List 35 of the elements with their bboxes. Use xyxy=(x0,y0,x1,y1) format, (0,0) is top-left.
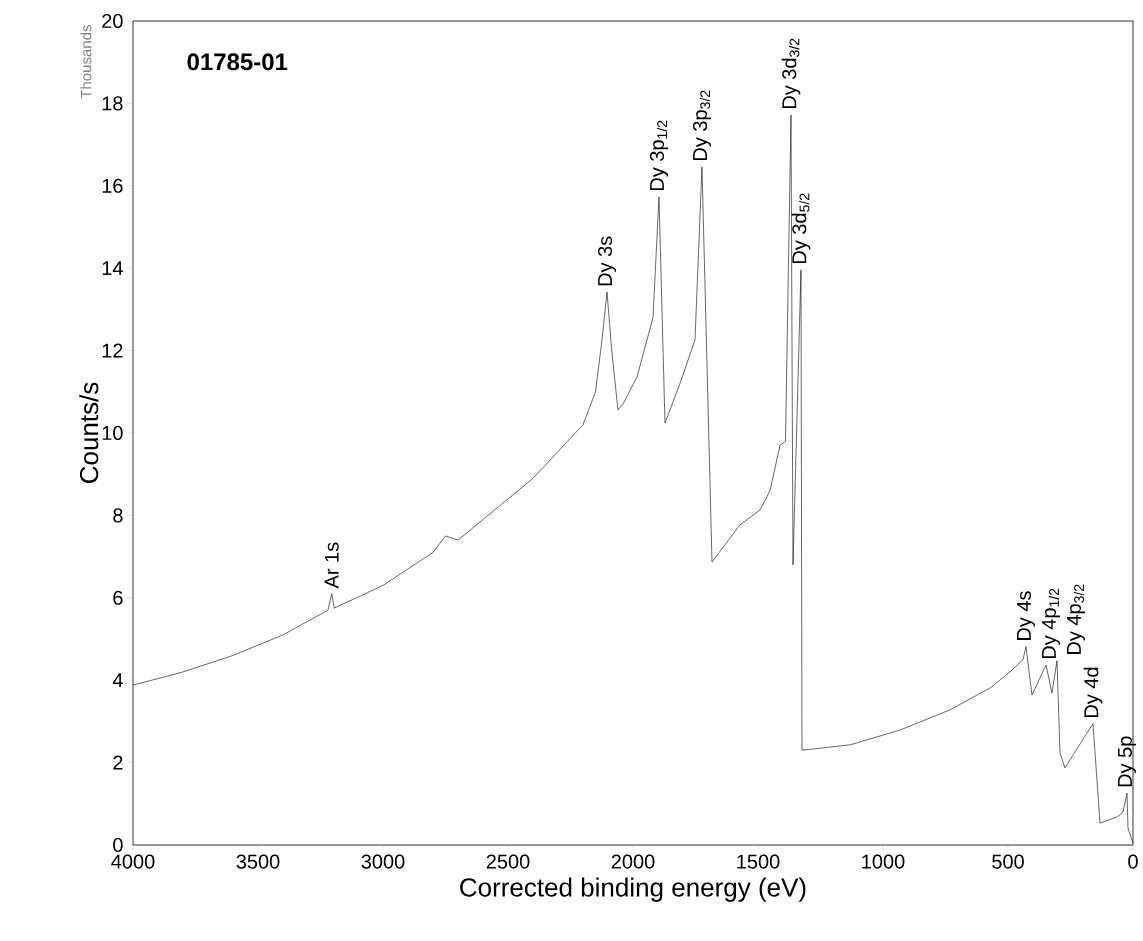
y-tick-label: 12 xyxy=(102,343,123,358)
x-tick-label: 4000 xyxy=(111,854,155,869)
x-tick-label: 500 xyxy=(992,854,1024,869)
y-tick-label: 8 xyxy=(113,508,123,523)
y-tick-label: 6 xyxy=(113,590,123,605)
x-tick-label: 3500 xyxy=(236,854,280,869)
x-tick-label: 1000 xyxy=(862,854,905,869)
x-tick-label: 3000 xyxy=(361,854,405,869)
y-tick-label: 18 xyxy=(102,96,123,111)
text: 01785-01 xyxy=(187,53,288,71)
x-tick-label: 2000 xyxy=(611,854,655,869)
annotation: Dy 5p xyxy=(1118,736,1136,787)
annotation: Dy 3s xyxy=(597,236,617,286)
y-tick-label: 2 xyxy=(113,755,123,770)
annotation: Dy 4d xyxy=(1083,667,1103,718)
annotation: Dy 3d$_{3/2}$ xyxy=(781,38,801,109)
annotation: Dy 4s xyxy=(1017,591,1035,640)
x-tick-label: 0 xyxy=(1128,854,1138,869)
annotation: Dy 3p$_{3/2}$ xyxy=(692,90,712,160)
annotation: Dy 3p$_{1/2}$ xyxy=(649,120,669,191)
y-tick-label: 20 xyxy=(102,13,123,29)
y-tick-label: 16 xyxy=(102,178,123,193)
x-tick-label: 2500 xyxy=(486,854,530,869)
annotation: Ar 1s xyxy=(324,542,339,589)
annotation: Dy 4p$_{3/2}$ xyxy=(1067,584,1085,654)
y-tick-label: 4 xyxy=(112,673,123,688)
annotation: Dy 4p$_{1/2}$ xyxy=(1042,588,1060,659)
y-tick-label: 10 xyxy=(102,425,123,441)
y-tick-label: 14 xyxy=(102,261,123,276)
text: Thousands xyxy=(80,25,92,99)
y-axis-title: Counts/s xyxy=(79,382,99,483)
x-axis-title: Corrected binding energy (eV) xyxy=(460,877,806,902)
annotation: Dy 3d$_{5/2}$ xyxy=(791,193,811,263)
y-tick-label: 0 xyxy=(113,837,123,853)
x-tick-label: 1500 xyxy=(737,854,780,869)
